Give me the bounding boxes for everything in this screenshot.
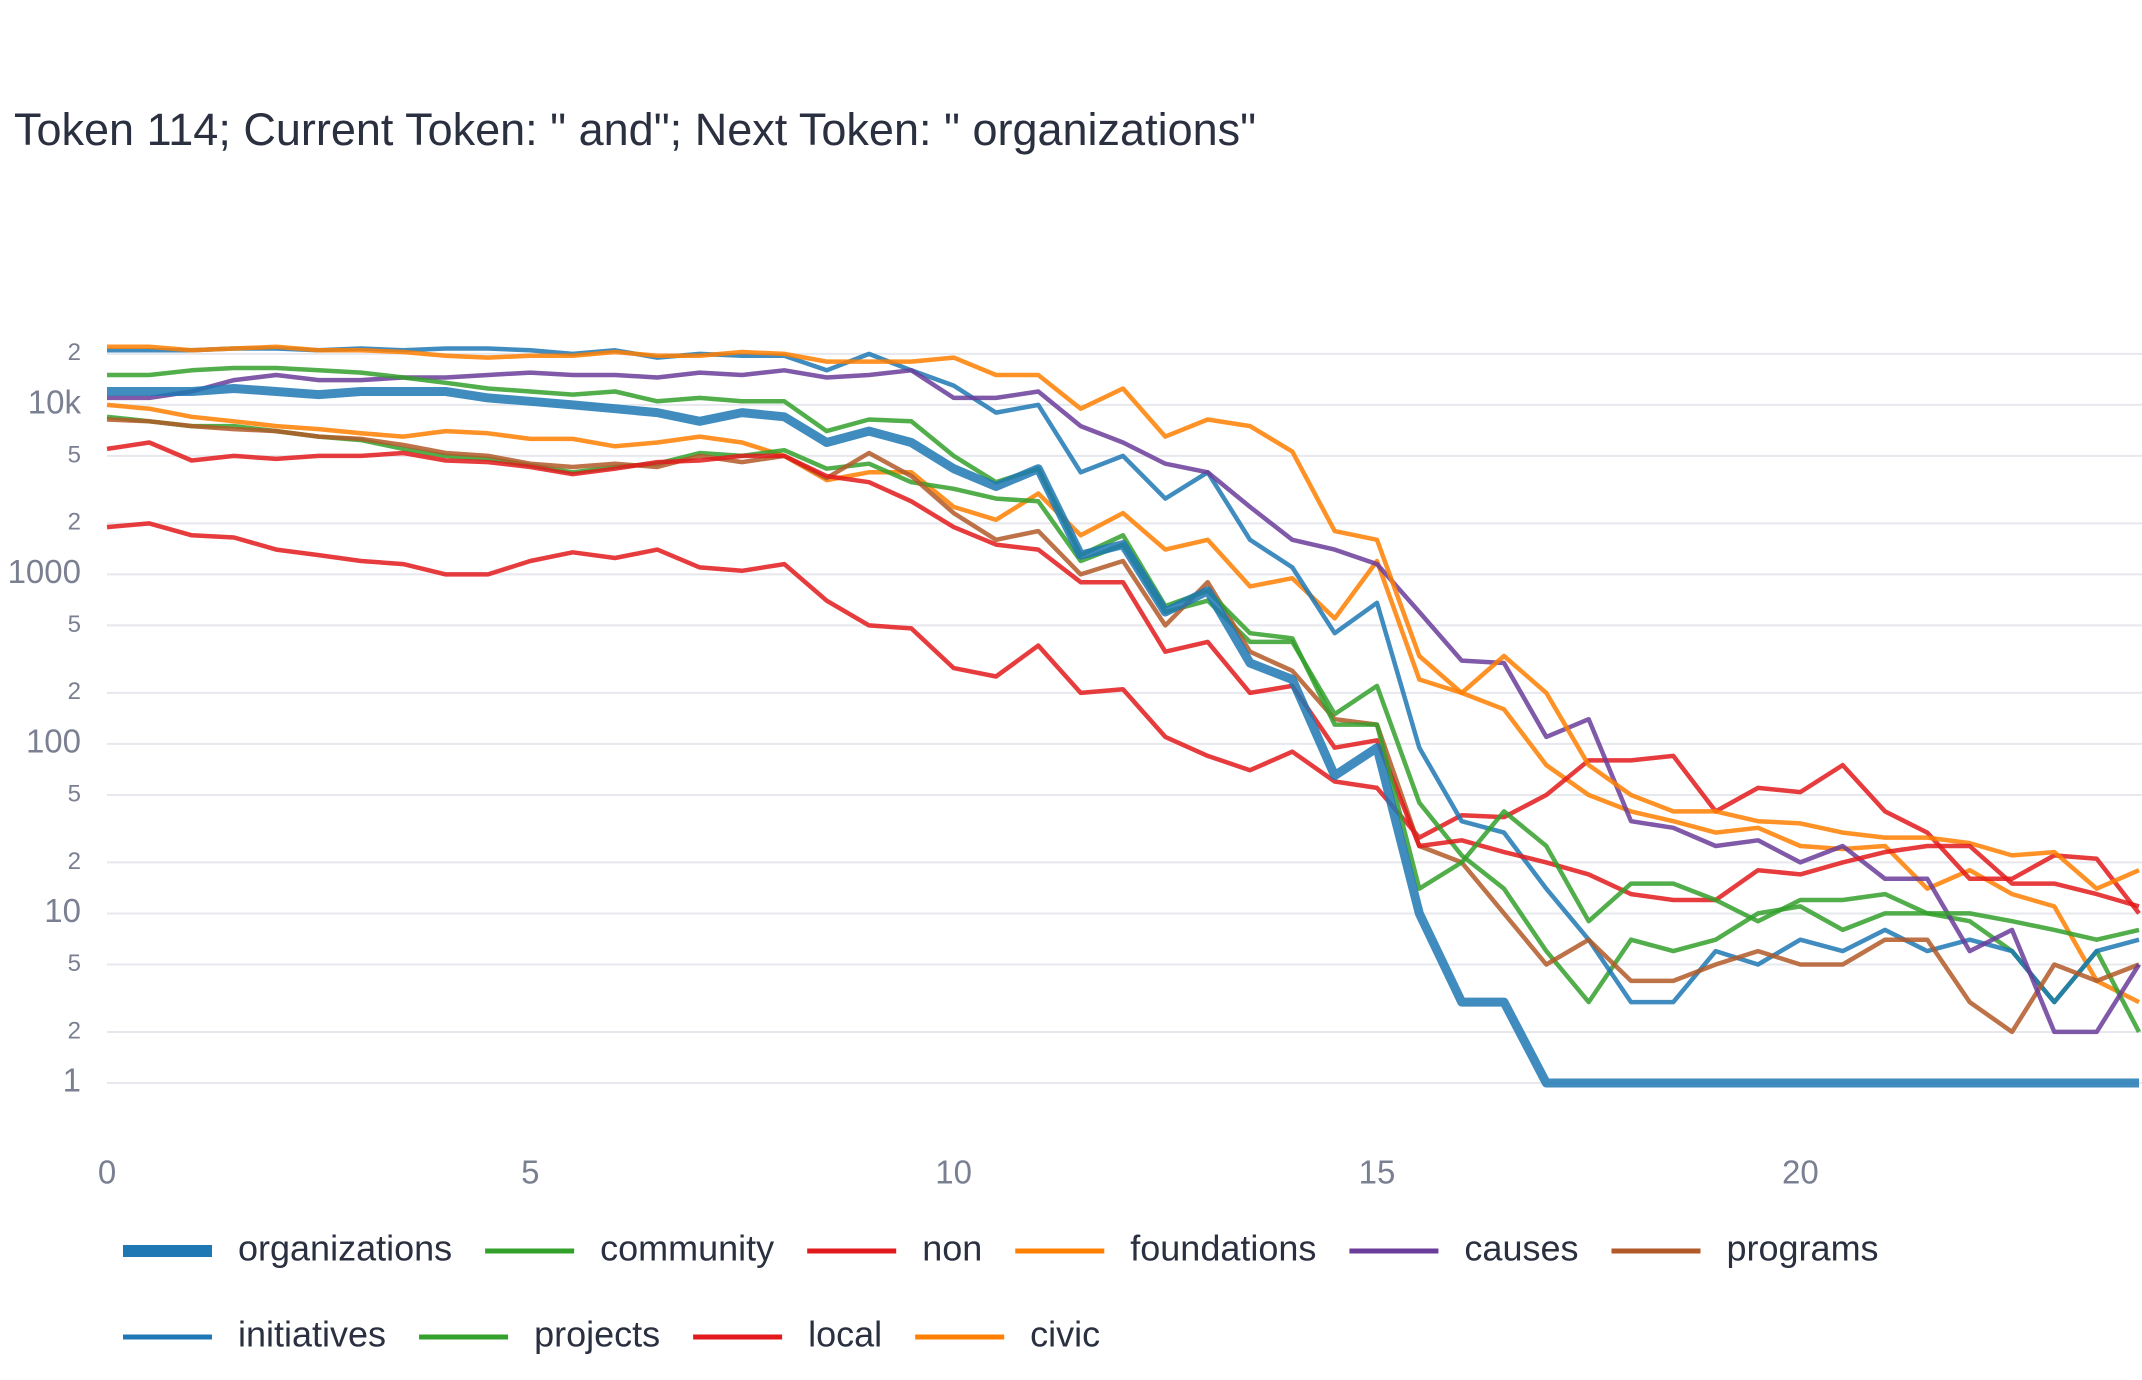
y-tick-label: 2 — [68, 848, 81, 875]
x-tick-label: 0 — [98, 1154, 116, 1191]
y-tick-label: 10 — [44, 892, 81, 929]
y-tick-label: 5 — [68, 611, 81, 638]
legend-label: local — [808, 1314, 882, 1355]
lines — [106, 344, 2141, 1088]
legend-label: non — [922, 1228, 982, 1269]
legend: organizations community non foundations caus… — [123, 1228, 1879, 1355]
y-tick-label: 2 — [68, 339, 81, 366]
y-tick-label: 5 — [68, 950, 81, 977]
series-line — [107, 365, 2140, 942]
legend-label: causes — [1464, 1228, 1578, 1269]
series-line — [107, 384, 2139, 1088]
y-tick-label: 100 — [26, 723, 81, 760]
y-tick-label: 1000 — [8, 553, 81, 590]
y-tick-label: 10k — [28, 384, 82, 421]
y-tick-label: 2 — [68, 678, 81, 705]
legend-label: programs — [1727, 1228, 1879, 1269]
series-line — [106, 414, 2141, 1033]
y-tick-label: 2 — [68, 509, 81, 536]
x-tick-label: 10 — [935, 1154, 972, 1191]
y-tick-label: 1 — [63, 1062, 81, 1099]
series-line — [106, 440, 2140, 909]
legend-label: community — [600, 1228, 774, 1269]
series-line — [107, 344, 2140, 891]
chart-title: Token 114; Current Token: " and"; Next T… — [14, 104, 1256, 155]
legend-label: foundations — [1130, 1228, 1316, 1269]
x-tick-label: 15 — [1359, 1154, 1396, 1191]
x-tick-label: 20 — [1782, 1154, 1819, 1191]
series-line — [107, 368, 2141, 1035]
y-tick-label: 5 — [68, 441, 81, 468]
series-line — [106, 521, 2141, 915]
legend-label: civic — [1030, 1314, 1100, 1355]
legend-label: organizations — [238, 1228, 452, 1269]
y-tick-label: 2 — [68, 1017, 81, 1044]
legend-label: initiatives — [238, 1314, 386, 1355]
x-tick-label: 5 — [521, 1154, 539, 1191]
y-tick-label: 5 — [68, 780, 81, 807]
series-line — [107, 346, 2140, 1005]
legend-label: projects — [534, 1314, 660, 1355]
series-line — [106, 417, 2140, 1035]
series-line — [106, 402, 2141, 1005]
